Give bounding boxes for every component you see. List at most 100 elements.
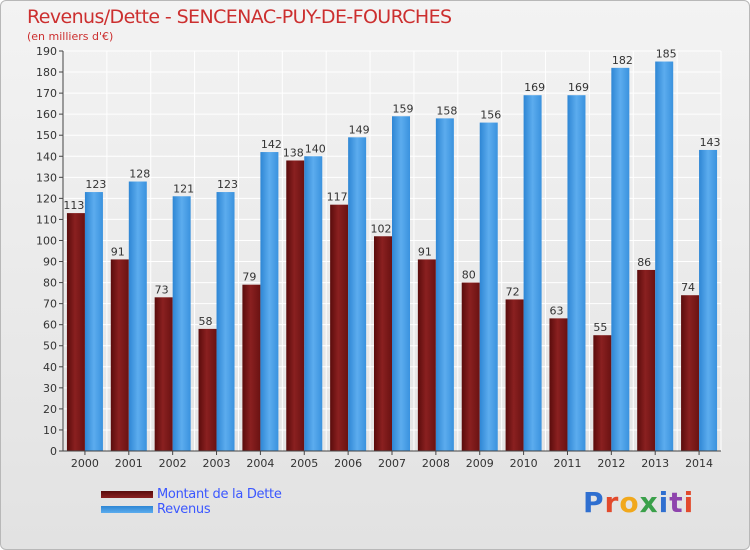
y-tick-label: 80 xyxy=(43,277,57,290)
bar-debt xyxy=(549,318,568,451)
logo-letter: r xyxy=(604,486,620,519)
bar-debt xyxy=(198,328,217,451)
bar-revenue xyxy=(260,152,279,452)
value-label-revenue: 182 xyxy=(612,54,633,67)
y-tick-label: 90 xyxy=(43,256,57,269)
y-tick-label: 170 xyxy=(36,87,57,100)
logo-letter: P xyxy=(583,486,605,519)
bar-debt xyxy=(286,160,305,451)
x-tick-label: 2011 xyxy=(553,457,581,470)
value-label-revenue: 143 xyxy=(700,136,721,149)
y-tick-label: 100 xyxy=(36,234,57,247)
legend-swatch-debt xyxy=(101,491,153,498)
value-label-debt: 74 xyxy=(681,281,695,294)
logo-letter: x xyxy=(639,486,659,519)
x-tick-label: 2007 xyxy=(378,457,406,470)
value-label-debt: 55 xyxy=(593,321,607,334)
x-tick-label: 2013 xyxy=(641,457,669,470)
bar-revenue xyxy=(216,192,235,452)
value-label-debt: 72 xyxy=(506,285,520,298)
value-label-debt: 79 xyxy=(242,271,256,284)
value-label-debt: 117 xyxy=(327,191,348,204)
bar-debt xyxy=(330,204,349,451)
y-tick-label: 190 xyxy=(36,45,57,58)
value-label-debt: 63 xyxy=(549,304,563,317)
bar-revenue xyxy=(304,156,323,451)
value-label-revenue: 128 xyxy=(129,168,150,181)
x-tick-label: 2002 xyxy=(159,457,187,470)
legend-swatch-revenue xyxy=(101,506,153,513)
bar-revenue xyxy=(128,181,147,452)
y-tick-label: 150 xyxy=(36,129,57,142)
bar-revenue xyxy=(84,192,103,452)
legend-label-debt: Montant de la Dette xyxy=(157,487,282,502)
value-label-revenue: 159 xyxy=(393,102,414,115)
y-tick-label: 60 xyxy=(43,319,57,332)
value-label-debt: 138 xyxy=(283,146,304,159)
logo-letter: i xyxy=(683,486,695,519)
bar-debt xyxy=(461,282,480,451)
x-tick-label: 2000 xyxy=(71,457,99,470)
x-tick-label: 2001 xyxy=(115,457,143,470)
logo-letter: i xyxy=(658,486,670,519)
value-label-revenue: 158 xyxy=(436,104,457,117)
logo-letter: o xyxy=(619,486,640,519)
bar-debt xyxy=(110,259,129,451)
legend-label-revenue: Revenus xyxy=(157,502,211,517)
y-tick-label: 110 xyxy=(36,213,57,226)
bars xyxy=(66,61,718,452)
x-tick-label: 2006 xyxy=(334,457,362,470)
bar-revenue xyxy=(611,67,630,451)
value-label-revenue: 156 xyxy=(480,109,501,122)
y-tick-label: 140 xyxy=(36,150,57,163)
value-label-revenue: 121 xyxy=(173,182,194,195)
bar-debt xyxy=(242,284,261,451)
bar-debt xyxy=(681,295,700,451)
x-tick-label: 2014 xyxy=(685,457,713,470)
bar-revenue xyxy=(435,118,454,452)
x-tick-label: 2008 xyxy=(422,457,450,470)
y-axis: 0 10 20 30 40 50 60 70 80 90 100 110 120 130 140 150 160… xyxy=(36,45,64,458)
y-tick-label: 160 xyxy=(36,108,57,121)
value-label-revenue: 149 xyxy=(349,123,370,136)
y-tick-label: 10 xyxy=(43,424,57,437)
bar-revenue xyxy=(655,61,674,452)
value-label-revenue: 140 xyxy=(305,142,326,155)
x-tick-label: 2005 xyxy=(290,457,318,470)
value-label-debt: 102 xyxy=(371,222,392,235)
x-axis: 2000 2001 2002 2003 2004 2005 2006 2007 2008 2009… xyxy=(63,450,721,470)
bar-revenue xyxy=(523,95,542,452)
value-label-revenue: 185 xyxy=(656,48,677,61)
bar-revenue xyxy=(479,122,498,451)
value-label-revenue: 123 xyxy=(217,178,238,191)
y-tick-label: 70 xyxy=(43,298,57,311)
value-label-debt: 86 xyxy=(637,256,651,269)
chart-subtitle: (en milliers d'€) xyxy=(27,30,114,43)
y-tick-label: 130 xyxy=(36,171,57,184)
bar-debt xyxy=(374,236,392,451)
value-label-debt: 91 xyxy=(418,245,432,258)
proxiti-logo: Proxiti xyxy=(583,486,694,519)
value-label-revenue: 142 xyxy=(261,138,282,151)
bar-debt xyxy=(66,213,85,451)
bar-revenue xyxy=(172,196,191,451)
value-label-revenue: 169 xyxy=(524,81,545,94)
x-tick-label: 2004 xyxy=(246,457,274,470)
y-tick-label: 30 xyxy=(43,382,57,395)
x-tick-label: 2012 xyxy=(597,457,625,470)
x-tick-label: 2003 xyxy=(203,457,231,470)
bar-debt xyxy=(593,335,612,451)
value-label-revenue: 123 xyxy=(85,178,106,191)
bar-revenue xyxy=(392,116,410,452)
y-tick-label: 50 xyxy=(43,340,57,353)
bar-debt xyxy=(637,269,656,451)
value-label-debt: 80 xyxy=(462,269,476,282)
value-label-debt: 58 xyxy=(199,315,213,328)
bar-revenue xyxy=(567,95,586,452)
x-tick-label: 2009 xyxy=(466,457,494,470)
y-tick-label: 0 xyxy=(50,445,57,458)
y-tick-label: 20 xyxy=(43,403,57,416)
x-tick-label: 2010 xyxy=(510,457,538,470)
